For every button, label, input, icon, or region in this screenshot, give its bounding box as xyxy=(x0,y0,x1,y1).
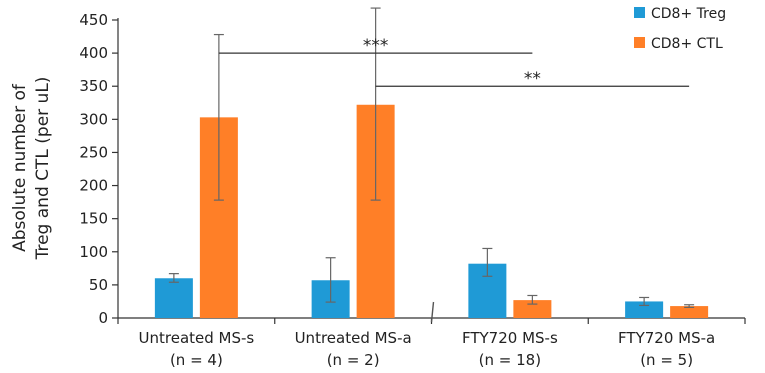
legend-label: CD8+ Treg xyxy=(651,6,726,22)
bars xyxy=(154,104,709,319)
bar xyxy=(670,306,709,318)
y-axis: 0 50 100 150 200 250 300 350 400 450 xyxy=(79,11,119,327)
error-bar xyxy=(684,304,695,309)
y-tick-label: 100 xyxy=(79,243,108,261)
bar xyxy=(625,301,664,318)
x-tick-label-n: (n = 18) xyxy=(479,351,541,369)
error-bar xyxy=(482,247,493,277)
y-tick-label: 50 xyxy=(89,276,108,294)
significance-bracket: ** xyxy=(375,69,690,89)
x-tick-label: FTY720 MS-a xyxy=(618,329,715,347)
error-bars xyxy=(168,7,695,309)
significance-annotations: ***** xyxy=(218,36,690,89)
bar xyxy=(154,278,193,318)
legend-swatch xyxy=(634,7,645,18)
axis-break-marker xyxy=(430,301,435,323)
legend-swatch xyxy=(634,37,645,48)
significance-label: ** xyxy=(524,69,541,89)
significance-bracket: *** xyxy=(218,36,533,56)
legend-label: CD8+ CTL xyxy=(651,36,723,52)
error-bar xyxy=(527,294,538,305)
y-tick-label: 200 xyxy=(79,177,108,195)
x-tick-label: Untreated MS-a xyxy=(295,329,412,347)
error-bar xyxy=(370,7,381,201)
error-bar xyxy=(213,33,224,201)
x-tick-label-n: (n = 4) xyxy=(170,351,223,369)
y-axis-label-line-1: Absolute number of xyxy=(10,83,30,252)
x-tick-label-n: (n = 2) xyxy=(327,351,380,369)
y-tick-label: 150 xyxy=(79,210,108,228)
y-tick-label: 0 xyxy=(98,309,108,327)
error-bar xyxy=(325,257,336,303)
legend: CD8+ Treg CD8+ CTL xyxy=(634,6,726,52)
y-tick-label: 400 xyxy=(79,44,108,62)
error-bar xyxy=(168,273,179,283)
x-tick-label: Untreated MS-s xyxy=(139,329,255,347)
legend-item: CD8+ CTL xyxy=(634,36,723,52)
x-tick-label: FTY720 MS-s xyxy=(462,329,558,347)
y-tick-label: 300 xyxy=(79,110,108,128)
x-tick-label-n: (n = 5) xyxy=(640,351,693,369)
y-tick-label: 450 xyxy=(79,11,108,29)
y-axis-label: Absolute number of Treg and CTL (per uL) xyxy=(10,77,53,261)
significance-label: *** xyxy=(363,36,389,56)
legend-item: CD8+ Treg xyxy=(634,6,726,22)
error-bar xyxy=(639,296,650,307)
bar xyxy=(513,300,552,318)
y-axis-label-line-2: Treg and CTL (per uL) xyxy=(33,77,53,261)
y-tick-label: 350 xyxy=(79,77,108,95)
y-tick-label: 250 xyxy=(79,143,108,161)
